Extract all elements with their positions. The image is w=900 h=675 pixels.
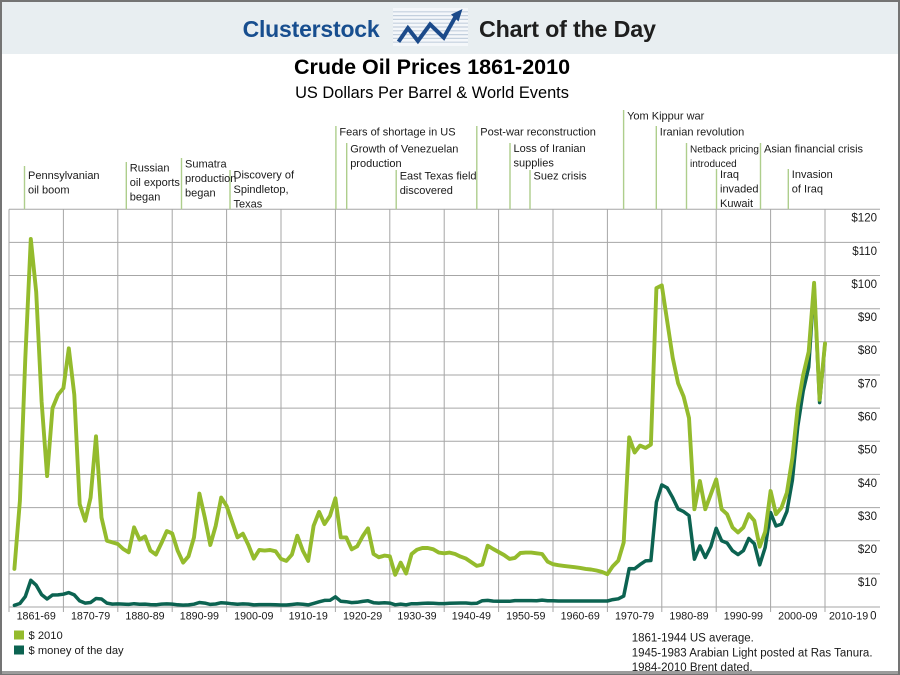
- svg-text:Clusterstock: Clusterstock: [243, 16, 380, 42]
- svg-text:1930-39: 1930-39: [397, 611, 436, 623]
- svg-text:1960-69: 1960-69: [561, 611, 600, 623]
- svg-text:$120: $120: [851, 213, 877, 225]
- svg-text:Post-war reconstruction: Post-war reconstruction: [480, 127, 596, 139]
- svg-text:Iraq: Iraq: [720, 169, 739, 181]
- svg-text:Fears of shortage in US: Fears of shortage in US: [339, 127, 455, 139]
- svg-text:oil exports: oil exports: [130, 177, 181, 189]
- svg-text:Kuwait: Kuwait: [720, 198, 753, 210]
- svg-text:Yom Kippur war: Yom Kippur war: [627, 111, 705, 123]
- svg-text:Russian: Russian: [130, 163, 170, 175]
- svg-text:1984-2010 Brent dated.: 1984-2010 Brent dated.: [632, 662, 753, 674]
- svg-text:1870-79: 1870-79: [71, 611, 110, 623]
- svg-text:0: 0: [870, 610, 876, 622]
- svg-text:1945-1983 Arabian Light posted: 1945-1983 Arabian Light posted at Ras Ta…: [632, 647, 873, 659]
- svg-text:2010-19: 2010-19: [829, 611, 868, 623]
- svg-text:Sumatra: Sumatra: [185, 159, 227, 171]
- svg-text:Suez crisis: Suez crisis: [534, 171, 588, 183]
- svg-text:$ 2010: $ 2010: [29, 630, 63, 642]
- svg-text:1861-1944 US average.: 1861-1944 US average.: [632, 633, 754, 645]
- svg-text:began: began: [185, 187, 216, 199]
- svg-text:supplies: supplies: [514, 157, 555, 169]
- svg-text:1980-89: 1980-89: [669, 611, 708, 623]
- svg-text:$20: $20: [858, 544, 877, 556]
- svg-text:Invasion: Invasion: [792, 169, 833, 181]
- svg-text:1990-99: 1990-99: [724, 611, 763, 623]
- svg-text:$40: $40: [858, 478, 877, 490]
- svg-text:introduced: introduced: [690, 159, 737, 170]
- svg-text:discovered: discovered: [400, 185, 453, 197]
- svg-text:$90: $90: [858, 312, 877, 324]
- svg-text:1970-79: 1970-79: [615, 611, 654, 623]
- svg-text:1940-49: 1940-49: [452, 611, 491, 623]
- svg-text:Texas: Texas: [234, 198, 263, 210]
- svg-text:$80: $80: [858, 345, 877, 357]
- svg-text:production: production: [185, 173, 236, 185]
- svg-text:production: production: [350, 158, 401, 170]
- svg-text:Netback pricing: Netback pricing: [690, 145, 759, 156]
- svg-text:1910-19: 1910-19: [289, 611, 328, 623]
- svg-text:1880-89: 1880-89: [125, 611, 164, 623]
- svg-text:Asian financial crisis: Asian financial crisis: [764, 144, 864, 156]
- svg-text:Chart of the Day: Chart of the Day: [479, 16, 656, 42]
- svg-text:Growth of Venezuelan: Growth of Venezuelan: [350, 144, 458, 156]
- svg-text:Discovery of: Discovery of: [234, 170, 295, 182]
- svg-text:$100: $100: [851, 279, 877, 291]
- svg-text:1861-69: 1861-69: [17, 611, 56, 623]
- svg-text:$60: $60: [858, 412, 877, 424]
- svg-text:of Iraq: of Iraq: [792, 183, 823, 195]
- svg-text:$110: $110: [852, 246, 877, 258]
- svg-text:$70: $70: [858, 378, 877, 390]
- svg-text:Pennsylvanian: Pennsylvanian: [28, 170, 100, 182]
- svg-text:invaded: invaded: [720, 183, 759, 195]
- svg-text:US Dollars Per Barrel & World: US Dollars Per Barrel & World Events: [295, 84, 569, 102]
- svg-text:2000-09: 2000-09: [778, 611, 817, 623]
- svg-text:1920-29: 1920-29: [343, 611, 382, 623]
- svg-text:Iranian revolution: Iranian revolution: [660, 127, 744, 139]
- svg-text:$10: $10: [858, 577, 877, 589]
- svg-text:Loss of Iranian: Loss of Iranian: [514, 143, 586, 155]
- svg-text:$50: $50: [858, 445, 877, 457]
- svg-text:began: began: [130, 191, 161, 203]
- svg-text:1890-99: 1890-99: [180, 611, 219, 623]
- svg-text:oil boom: oil boom: [28, 184, 70, 196]
- svg-text:$ money of the day: $ money of the day: [29, 645, 125, 657]
- svg-text:Spindletop,: Spindletop,: [234, 184, 289, 196]
- svg-text:$30: $30: [858, 511, 877, 523]
- svg-text:1950-59: 1950-59: [506, 611, 545, 623]
- svg-text:East Texas field: East Texas field: [400, 171, 477, 183]
- svg-text:Crude Oil Prices 1861-2010: Crude Oil Prices 1861-2010: [294, 55, 570, 79]
- svg-text:1900-09: 1900-09: [234, 611, 273, 623]
